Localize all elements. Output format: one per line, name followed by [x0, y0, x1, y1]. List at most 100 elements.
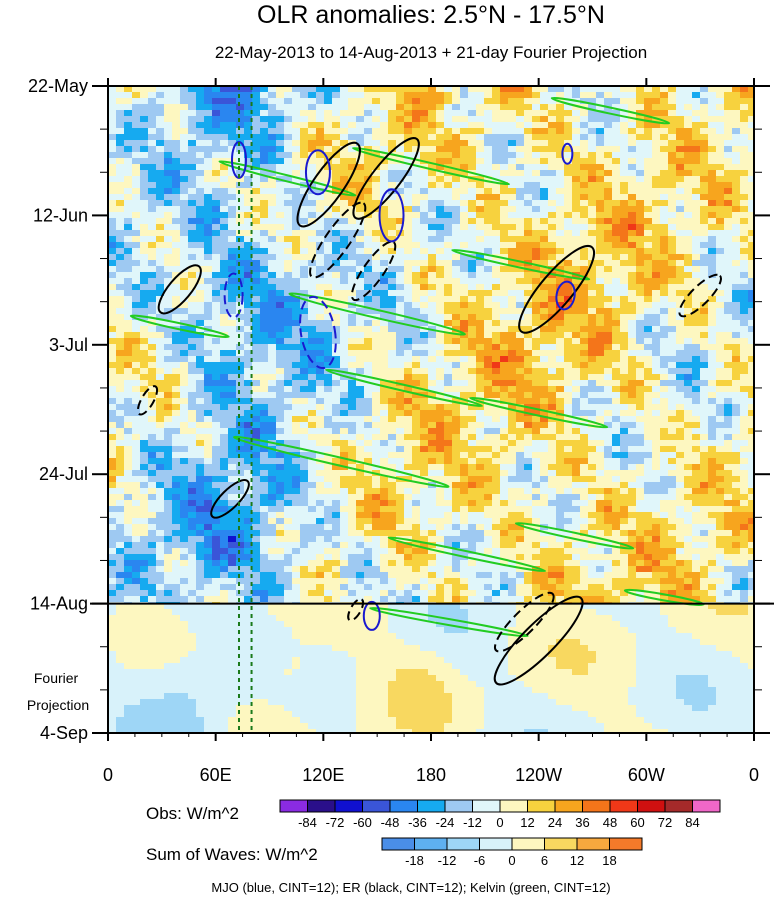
obs-cell	[660, 98, 669, 105]
obs-cell	[332, 194, 341, 201]
obs-cell	[356, 182, 365, 189]
obs-cell	[284, 308, 293, 315]
obs-cell	[460, 308, 469, 315]
obs-cell	[572, 140, 581, 147]
obs-cell	[604, 212, 613, 219]
obs-cell	[228, 254, 237, 261]
obs-cell	[604, 164, 613, 171]
obs-cell	[228, 230, 237, 237]
obs-cell	[204, 266, 213, 273]
obs-cell	[484, 134, 493, 141]
obs-cell	[204, 104, 213, 111]
obs-cell	[492, 236, 501, 243]
obs-cell	[500, 296, 509, 303]
obs-cell	[636, 236, 645, 243]
obs-cell	[124, 338, 133, 345]
obs-cell	[164, 416, 173, 423]
obs-cell	[652, 272, 661, 279]
obs-cell	[460, 374, 469, 381]
obs-cell	[452, 230, 461, 237]
obs-cell	[740, 320, 749, 327]
obs-cell	[564, 392, 573, 399]
obs-cell	[716, 134, 725, 141]
obs-cell	[540, 140, 549, 147]
obs-cell	[748, 266, 754, 273]
obs-cell	[644, 422, 653, 429]
obs-cell	[268, 266, 277, 273]
obs-cell	[236, 440, 245, 447]
obs-cell	[588, 146, 597, 153]
obs-cell	[684, 122, 693, 129]
obs-cell	[228, 224, 237, 231]
obs-cell	[180, 452, 189, 459]
obs-cell	[740, 314, 749, 321]
obs-cell	[732, 278, 741, 285]
obs-cell	[404, 92, 413, 99]
obs-cell	[540, 128, 549, 135]
obs-cell	[428, 128, 437, 135]
obs-cell	[436, 386, 445, 393]
obs-cell	[188, 314, 197, 321]
obs-cell	[588, 206, 597, 213]
obs-cell	[292, 266, 301, 273]
obs-cell	[380, 284, 389, 291]
obs-cell	[148, 422, 157, 429]
obs-cell	[148, 212, 157, 219]
obs-cell	[692, 152, 701, 159]
obs-cell	[244, 86, 253, 93]
obs-cell	[172, 362, 181, 369]
obs-cell	[148, 92, 157, 99]
obs-cell	[732, 266, 741, 273]
obs-cell	[364, 164, 373, 171]
obs-cell	[660, 230, 669, 237]
obs-cell	[268, 374, 277, 381]
obs-cell	[444, 428, 453, 435]
obs-cell	[660, 194, 669, 201]
obs-cell	[228, 428, 237, 435]
obs-cell	[316, 368, 325, 375]
obs-cell	[636, 344, 645, 351]
obs-cell	[540, 296, 549, 303]
obs-cell	[308, 374, 317, 381]
obs-cell	[132, 416, 141, 423]
obs-cell	[316, 224, 325, 231]
obs-cell	[308, 176, 317, 183]
obs-cell	[324, 170, 333, 177]
obs-cell	[468, 266, 477, 273]
obs-cell	[140, 110, 149, 117]
obs-cell	[604, 86, 613, 93]
obs-cell	[588, 230, 597, 237]
obs-cell	[700, 128, 709, 135]
obs-cell	[484, 92, 493, 99]
obs-cell	[380, 266, 389, 273]
obs-cell	[236, 224, 245, 231]
obs-cell	[132, 182, 141, 189]
obs-cell	[212, 350, 221, 357]
obs-cell	[452, 446, 461, 453]
obs-cell	[628, 392, 637, 399]
obs-cell	[724, 404, 733, 411]
obs-cell	[220, 278, 229, 285]
obs-cell	[628, 398, 637, 405]
obs-cell	[172, 128, 181, 135]
obs-cell	[324, 236, 333, 243]
obs-cell	[620, 170, 629, 177]
obs-cell	[436, 236, 445, 243]
obs-cell	[348, 152, 357, 159]
obs-cell	[380, 272, 389, 279]
obs-cell	[748, 344, 754, 351]
obs-cell	[188, 200, 197, 207]
obs-cell	[620, 320, 629, 327]
obs-cell	[628, 158, 637, 165]
obs-cell	[564, 164, 573, 171]
obs-cell	[308, 440, 317, 447]
obs-cell	[348, 440, 357, 447]
obs-cell	[308, 452, 317, 459]
obs-cell	[644, 242, 653, 249]
obs-cell	[316, 98, 325, 105]
obs-cell	[380, 344, 389, 351]
obs-cell	[164, 194, 173, 201]
obs-cell	[380, 398, 389, 405]
obs-cell	[588, 428, 597, 435]
obs-cell	[732, 410, 741, 417]
